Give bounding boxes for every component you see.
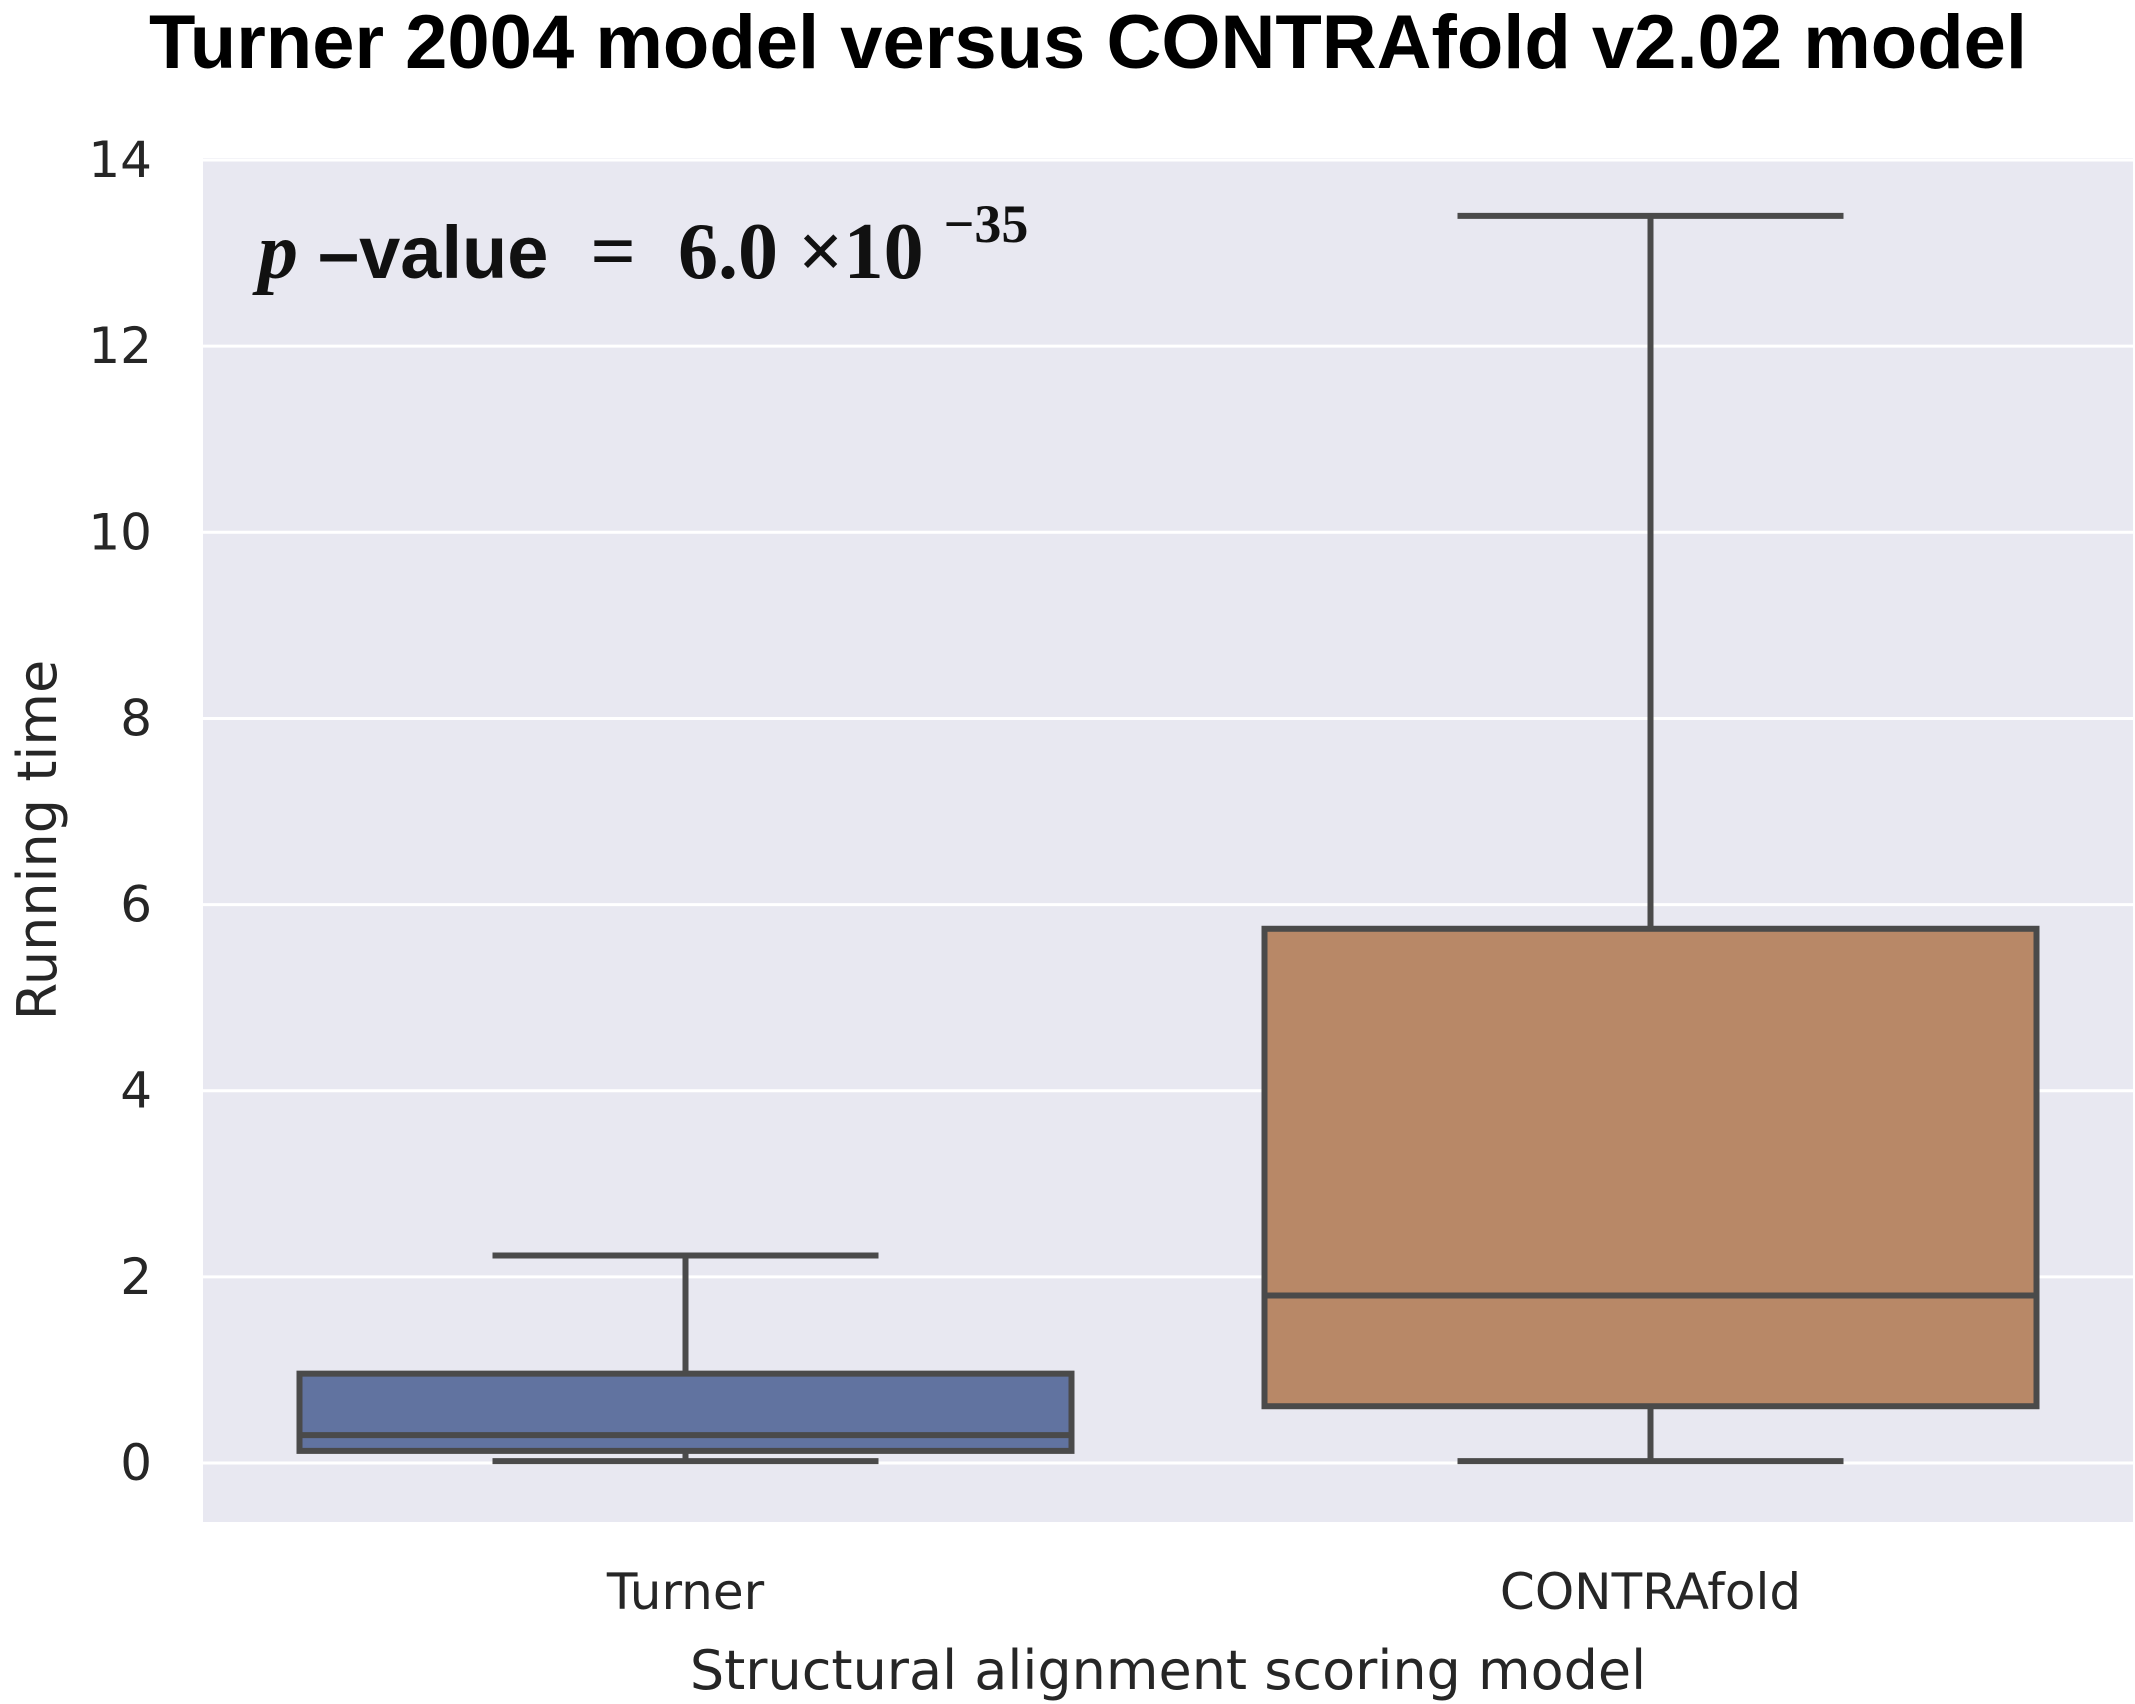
x-tick-label: Turner: [606, 1563, 765, 1621]
y-tick-label: 8: [120, 689, 152, 747]
box-iqr: [296, 1370, 1075, 1454]
box-turner: [296, 1252, 1075, 1465]
y-tick-label: 4: [120, 1062, 152, 1120]
x-tick-labels: Turner CONTRAfold: [606, 1563, 1801, 1621]
y-axis-label: Running time: [6, 660, 69, 1020]
p-value-label: –value: [318, 211, 548, 294]
p-value-times: ×10: [798, 208, 924, 296]
p-value-annotation: p –value = 6.0 ×10 −35: [252, 194, 1028, 296]
p-value-mantissa: 6.0: [678, 208, 778, 296]
box-contrafold: [1261, 212, 2040, 1465]
box-iqr: [1261, 925, 2040, 1410]
x-tick-label: CONTRAfold: [1500, 1563, 1801, 1621]
y-tick-label: 6: [120, 876, 152, 934]
y-tick-label: 14: [88, 131, 152, 189]
y-tick-label: 0: [120, 1434, 152, 1492]
y-tick-label: 10: [88, 503, 152, 561]
equals-sign: =: [590, 208, 636, 296]
y-tick-labels: 0 2 4 6 8 10 12 14: [88, 131, 152, 1492]
y-tick-label: 2: [120, 1248, 152, 1306]
y-tick-label: 12: [88, 317, 152, 375]
boxes: [296, 212, 2040, 1465]
x-axis-label: Structural alignment scoring model: [690, 1639, 1646, 1702]
chart-title: Turner 2004 model versus CONTRAfold v2.0…: [149, 0, 2027, 85]
p-symbol: p: [252, 208, 298, 296]
p-value-exponent: −35: [944, 194, 1029, 254]
